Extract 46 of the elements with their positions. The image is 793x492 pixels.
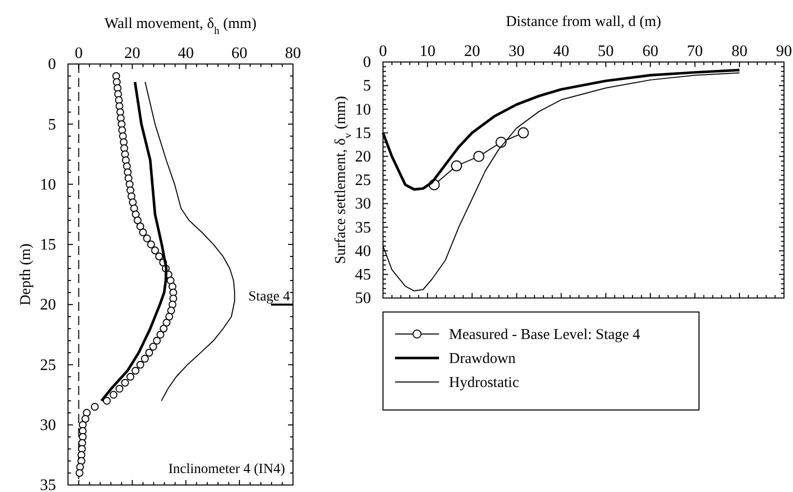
y-tick-label: 10 xyxy=(40,176,56,194)
ref-line-label: Stage 4 xyxy=(248,290,290,305)
y-tick-label: 35 xyxy=(355,219,371,236)
x-tick-label: 10 xyxy=(420,43,436,60)
x-tick-label: 50 xyxy=(598,43,614,60)
y-tick-label: 50 xyxy=(355,290,371,308)
y-tick-label: 30 xyxy=(40,416,56,434)
point xyxy=(518,127,529,138)
x-tick-label: 40 xyxy=(553,43,570,60)
y-tick-label: 40 xyxy=(355,242,371,260)
y-axis-title: Depth (m) xyxy=(18,243,34,306)
y-tick-label: 45 xyxy=(355,266,371,284)
y-tick-label: 25 xyxy=(40,356,56,374)
y-tick-label: 15 xyxy=(355,124,371,142)
x-tick-label: 0 xyxy=(379,43,387,60)
y-tick-label: 5 xyxy=(363,78,371,95)
x-tick-label: 0 xyxy=(74,45,83,62)
y-tick-label: 20 xyxy=(355,148,371,166)
y-tick-label: 35 xyxy=(40,477,56,492)
y-tick-label: 15 xyxy=(40,236,56,254)
x-tick-label: 60 xyxy=(642,43,658,60)
x-tick-label: 80 xyxy=(731,43,748,60)
legend-label: Measured - Base Level: Stage 4 xyxy=(449,327,641,343)
x-axis-title: Wall movement, δ$_{h}$ (mm) xyxy=(104,16,256,36)
y-tick-label: 25 xyxy=(355,172,371,190)
point xyxy=(451,160,462,172)
x-tick-label: 20 xyxy=(124,45,140,62)
x-tick-label: 90 xyxy=(776,43,792,60)
line-series xyxy=(144,82,236,402)
y-tick-label: 5 xyxy=(48,116,56,134)
x-tick-label: 40 xyxy=(178,45,194,62)
legend-label: Drawdown xyxy=(449,351,516,367)
point xyxy=(496,136,507,148)
y-tick-label: 20 xyxy=(40,296,56,314)
x-tick-label: 30 xyxy=(508,43,525,60)
y-tick-label: 0 xyxy=(48,56,56,74)
y-tick-label: 30 xyxy=(355,196,371,213)
x-tick-label: 60 xyxy=(231,45,248,62)
x-tick-label: 80 xyxy=(285,45,301,62)
y-tick-label: 10 xyxy=(355,101,371,118)
annotation: Inclinometer 4 (IN4) xyxy=(168,462,286,477)
x-axis-title: Distance from wall, d (m) xyxy=(506,14,662,30)
x-tick-label: 20 xyxy=(464,43,480,60)
legend-label: Hydrostatic xyxy=(449,375,520,391)
x-tick-label: 70 xyxy=(686,43,703,60)
point xyxy=(473,150,484,162)
